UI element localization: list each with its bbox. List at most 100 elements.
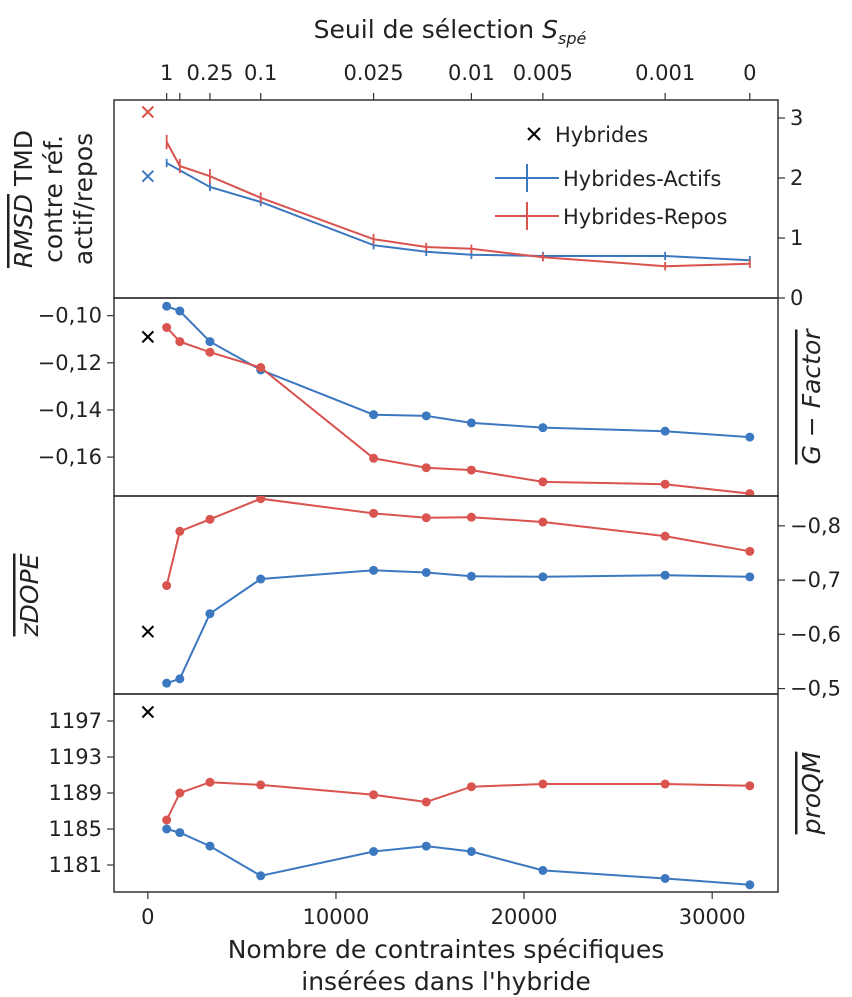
- top-tick-label: 0.01: [448, 61, 495, 85]
- data-point: [162, 815, 172, 825]
- cross-stroke: [527, 127, 541, 141]
- x-tick-label: 0: [141, 905, 154, 929]
- data-point: [162, 322, 172, 332]
- data-point: [175, 828, 185, 838]
- data-point: [369, 453, 379, 463]
- x-tick-label: 10000: [303, 905, 370, 929]
- cross-stroke: [141, 105, 155, 119]
- data-point: [538, 572, 548, 582]
- data-point: [256, 574, 266, 584]
- panel-frame: [113, 495, 779, 695]
- data-point: [466, 418, 476, 428]
- data-point: [421, 841, 431, 851]
- data-point: [538, 517, 548, 527]
- data-point: [660, 874, 670, 883]
- data-point: [421, 797, 431, 807]
- data-point: [745, 489, 755, 496]
- y-axis-title-rmsd: RMSD TMD contre réf. actif/repos: [9, 130, 98, 268]
- data-point: [205, 609, 215, 619]
- y-axis-title-line3: actif/repos: [69, 133, 98, 265]
- data-point: [466, 465, 476, 475]
- data-point: [660, 426, 670, 436]
- data-point: [538, 423, 548, 433]
- cross-stroke: [141, 705, 155, 719]
- y-axis-title-overlined: RMSD: [9, 194, 38, 268]
- top-tick-label: 0.005: [513, 61, 573, 85]
- y-tick-label: −0,16: [38, 445, 102, 469]
- panel-proqm: 1181 1185 1189 1193 1197 proQM: [49, 693, 826, 893]
- series-line: [166, 828, 750, 886]
- y-tick-label: 1: [790, 226, 803, 250]
- legend-entry: Hybrides-Actifs: [495, 164, 721, 192]
- hybrides-marker: [141, 625, 155, 638]
- data-point: [205, 514, 215, 524]
- hybrides-marker: [141, 105, 155, 119]
- data-point: [538, 865, 548, 875]
- top-tick-label: 0.025: [344, 61, 404, 85]
- y-axis-title: zDOPE: [15, 553, 44, 637]
- data-point: [175, 674, 185, 684]
- y-tick-label: −0,8: [790, 514, 841, 538]
- y-axis-rmsd: 0 1 2 3: [778, 106, 803, 310]
- data-point: [421, 567, 431, 577]
- y-tick-label: 1197: [49, 709, 102, 733]
- series-line: [166, 305, 750, 439]
- y-axis-title-gfactor: G − Factor: [797, 328, 826, 465]
- legend-marker-x: [527, 127, 541, 141]
- x-tick-label: 30000: [679, 905, 746, 929]
- panel-frame: [113, 99, 779, 299]
- data-point: [745, 432, 755, 442]
- y-tick-label: −0,12: [38, 351, 102, 375]
- data-point: [421, 411, 431, 421]
- series-line: [166, 569, 750, 685]
- panel-zdope: −0,5 −0,6 −0,7 −0,8 zDOPE: [15, 495, 841, 701]
- y-axis-title-proqm: proQM: [797, 752, 826, 836]
- data-point: [162, 824, 172, 834]
- legend-label: Hybrides-Repos: [563, 205, 727, 229]
- hybrides-marker: [141, 169, 155, 183]
- cross-stroke: [141, 330, 155, 344]
- data-point: [369, 410, 379, 420]
- data-point: [162, 581, 172, 591]
- data-point: [256, 363, 266, 373]
- data-point: [660, 570, 670, 580]
- legend-entry: Hybrides-Repos: [495, 202, 727, 230]
- y-tick-label: 2: [790, 166, 803, 190]
- legend-entry: Hybrides: [527, 123, 648, 147]
- series-line: [165, 497, 750, 586]
- cross-stroke: [141, 169, 155, 183]
- data-point: [538, 779, 548, 789]
- y-tick-label: −0,5: [790, 677, 841, 701]
- y-axis-title-line1: RMSD TMD: [9, 130, 38, 268]
- legend-label: Hybrides-Actifs: [563, 167, 721, 191]
- data-point: [538, 477, 548, 487]
- data-point: [205, 777, 215, 787]
- data-point: [256, 496, 266, 504]
- y-axis-zdope: −0,5 −0,6 −0,7 −0,8: [778, 514, 841, 701]
- y-axis-gfactor: −0,10 −0,12 −0,14 −0,16: [38, 304, 114, 469]
- y-tick-label: −0,7: [790, 568, 841, 592]
- data-point: [369, 508, 379, 518]
- data-point: [369, 565, 379, 575]
- data-point: [466, 571, 476, 581]
- y-tick-label: 1189: [49, 781, 102, 805]
- panel-content: [141, 105, 751, 271]
- data-point: [175, 306, 185, 316]
- hybrides-marker: [141, 705, 155, 719]
- data-point: [205, 337, 215, 347]
- legend: Hybrides Hybrides-Actifs Hybrides-Repos: [495, 123, 727, 230]
- x-axis-title-line2: insérées dans l'hybride: [301, 967, 590, 996]
- data-point: [175, 337, 185, 347]
- top-tick-label: 1: [160, 61, 173, 85]
- y-tick-label: 1185: [49, 817, 102, 841]
- y-axis-title: proQM: [797, 752, 826, 836]
- data-point: [745, 781, 755, 791]
- data-point: [660, 779, 670, 789]
- data-point: [745, 572, 755, 582]
- data-point: [466, 512, 476, 522]
- data-point: [660, 531, 670, 541]
- data-point: [205, 347, 215, 357]
- y-tick-label: −0,6: [790, 622, 841, 646]
